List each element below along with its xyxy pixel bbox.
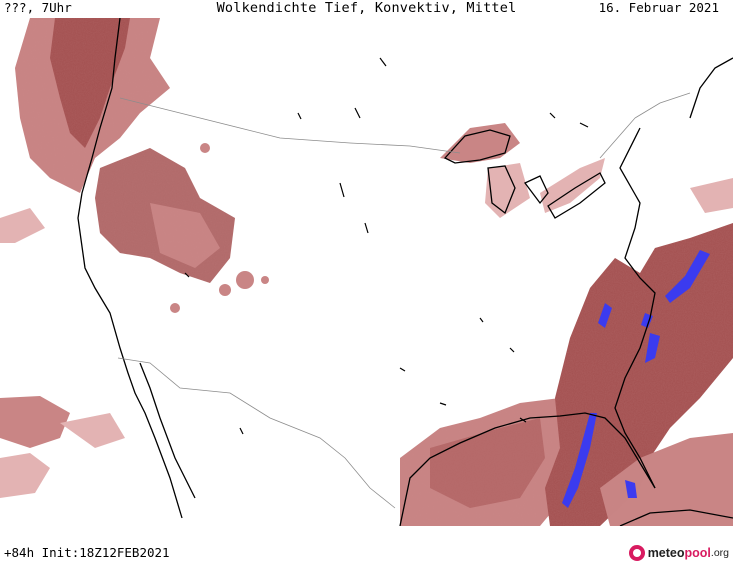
header: ???, 7Uhr Wolkendichte Tief, Konvektiv, … xyxy=(0,0,733,18)
cloud-area-great-lakes xyxy=(440,123,605,218)
logo-text-pool: pool xyxy=(684,546,711,560)
inland-water-outlines xyxy=(184,57,589,435)
logo-text-meteo: meteo xyxy=(647,546,685,560)
cloud-area-rockies xyxy=(95,143,269,313)
weather-map xyxy=(0,18,733,526)
meteopool-logo-icon xyxy=(628,545,645,561)
map-title: Wolkendichte Tief, Konvektiv, Mittel xyxy=(216,0,517,16)
borders xyxy=(117,92,691,509)
model-run-info: +84h Init:18Z12FEB2021 xyxy=(4,545,170,560)
footer: +84h Init:18Z12FEB2021 meteo pool .org xyxy=(0,540,733,566)
coastlines xyxy=(77,18,733,526)
convective-cells xyxy=(562,250,710,508)
cloud-area-southeast-front xyxy=(545,178,733,526)
logo-text-domain: .org xyxy=(710,547,729,559)
cloud-area-gulf-of-mexico xyxy=(400,398,575,526)
meteopool-logo[interactable]: meteo pool .org xyxy=(628,543,729,563)
map-canvas xyxy=(0,18,733,526)
location-time-label: ???, 7Uhr xyxy=(4,0,72,15)
cloud-area-pacific-northwest xyxy=(15,18,170,193)
forecast-date: 16. Februar 2021 xyxy=(598,0,719,15)
cloud-area-pacific-southwest xyxy=(0,208,125,498)
